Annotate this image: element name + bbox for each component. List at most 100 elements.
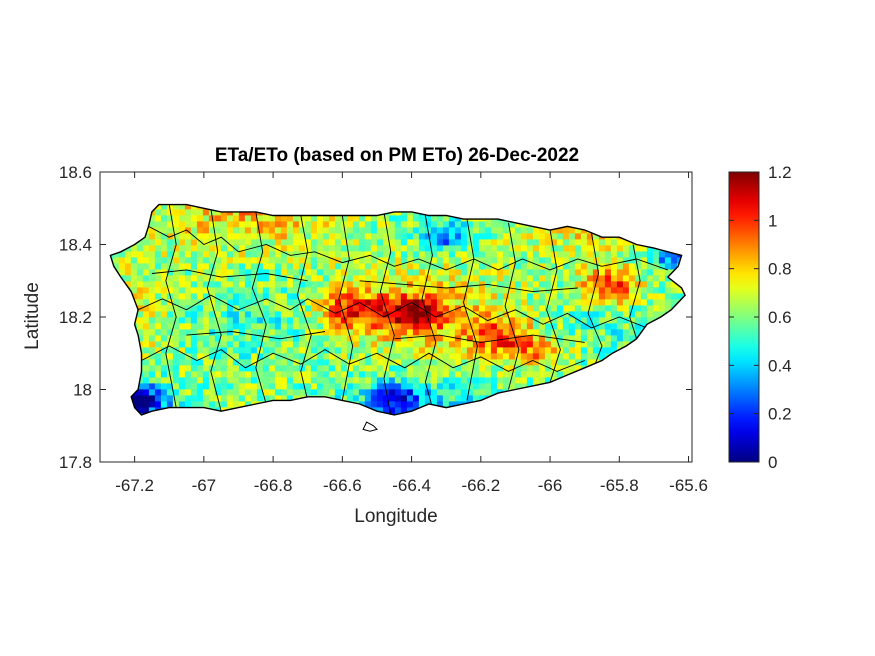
heat-cell	[394, 401, 402, 408]
heat-cell	[406, 353, 414, 360]
heat-cell	[436, 341, 444, 348]
heat-cell	[376, 371, 384, 378]
heat-cell	[436, 215, 444, 222]
heat-cell	[316, 377, 324, 384]
heat-cell	[298, 281, 306, 288]
heat-cell	[430, 281, 438, 288]
heat-cell	[130, 395, 138, 402]
heat-cell	[490, 329, 498, 336]
heat-cell	[172, 251, 180, 258]
heat-cell	[628, 311, 636, 318]
heat-cell	[508, 251, 516, 258]
heat-cell	[250, 353, 258, 360]
heat-cell	[592, 341, 600, 348]
heat-cell	[400, 317, 408, 324]
heat-cell	[178, 293, 186, 300]
heat-cell	[514, 335, 522, 342]
heat-cell	[382, 401, 390, 408]
heat-cell	[268, 383, 276, 390]
heat-cell	[364, 389, 372, 396]
heat-cell	[226, 287, 234, 294]
heat-cell	[226, 365, 234, 372]
heat-cell	[574, 245, 582, 252]
heat-cell	[310, 215, 318, 222]
heat-cell	[292, 371, 300, 378]
heat-cell	[340, 227, 348, 234]
heat-cell	[400, 215, 408, 222]
heat-cell	[202, 263, 210, 270]
heat-cell	[502, 287, 510, 294]
heat-cell	[514, 317, 522, 324]
heat-cell	[412, 287, 420, 294]
heat-cell	[580, 329, 588, 336]
heat-cell	[484, 371, 492, 378]
heat-cell	[376, 263, 384, 270]
heat-cell	[124, 269, 132, 276]
heat-cell	[292, 299, 300, 306]
heat-cell	[160, 299, 168, 306]
heat-cell	[568, 233, 576, 240]
heat-cell	[304, 347, 312, 354]
heat-cell	[430, 305, 438, 312]
heat-cell	[502, 281, 510, 288]
heat-cell	[394, 299, 402, 306]
heat-cell	[340, 299, 348, 306]
heat-cell	[148, 215, 156, 222]
heat-cell	[244, 359, 252, 366]
heat-cell	[304, 281, 312, 288]
heat-cell	[394, 287, 402, 294]
heat-cell	[190, 383, 198, 390]
heat-cell	[244, 221, 252, 228]
heat-cell	[148, 299, 156, 306]
heat-cell	[304, 275, 312, 282]
heat-cell	[430, 323, 438, 330]
heat-cell	[370, 305, 378, 312]
heat-cell	[364, 383, 372, 390]
heat-cell	[406, 383, 414, 390]
heat-cell	[364, 245, 372, 252]
heat-cell	[172, 329, 180, 336]
heat-cell	[574, 257, 582, 264]
heat-cell	[268, 227, 276, 234]
heat-cell	[376, 281, 384, 288]
heat-cell	[220, 365, 228, 372]
heat-cell	[448, 383, 456, 390]
heat-cell	[196, 209, 204, 216]
heat-cell	[640, 269, 648, 276]
heat-cell	[304, 329, 312, 336]
heat-cell	[232, 293, 240, 300]
heat-cell	[154, 347, 162, 354]
heat-cell	[142, 317, 150, 324]
heat-cell	[526, 323, 534, 330]
heat-cell	[286, 365, 294, 372]
heat-cell	[478, 251, 486, 258]
heat-cell	[568, 281, 576, 288]
heat-cell	[184, 245, 192, 252]
heat-cell	[448, 335, 456, 342]
heat-cell	[304, 239, 312, 246]
heat-cell	[358, 251, 366, 258]
heat-cell	[250, 293, 258, 300]
heat-cell	[274, 329, 282, 336]
heat-cell	[304, 257, 312, 264]
heat-cell	[592, 281, 600, 288]
heat-cell	[190, 251, 198, 258]
heat-cell	[388, 239, 396, 246]
heat-cell	[202, 281, 210, 288]
heat-cell	[286, 359, 294, 366]
heat-cell	[316, 233, 324, 240]
heat-cell	[418, 365, 426, 372]
heat-cell	[166, 221, 174, 228]
heat-cell	[322, 299, 330, 306]
heat-cell	[232, 287, 240, 294]
heat-cell	[400, 329, 408, 336]
heat-cell	[406, 395, 414, 402]
heat-cell	[304, 269, 312, 276]
heat-cell	[286, 389, 294, 396]
x-tick-label: -66.8	[254, 476, 293, 495]
heat-cell	[478, 329, 486, 336]
heat-cell	[328, 305, 336, 312]
heat-cell	[214, 383, 222, 390]
heat-cell	[238, 317, 246, 324]
heat-cell	[388, 347, 396, 354]
